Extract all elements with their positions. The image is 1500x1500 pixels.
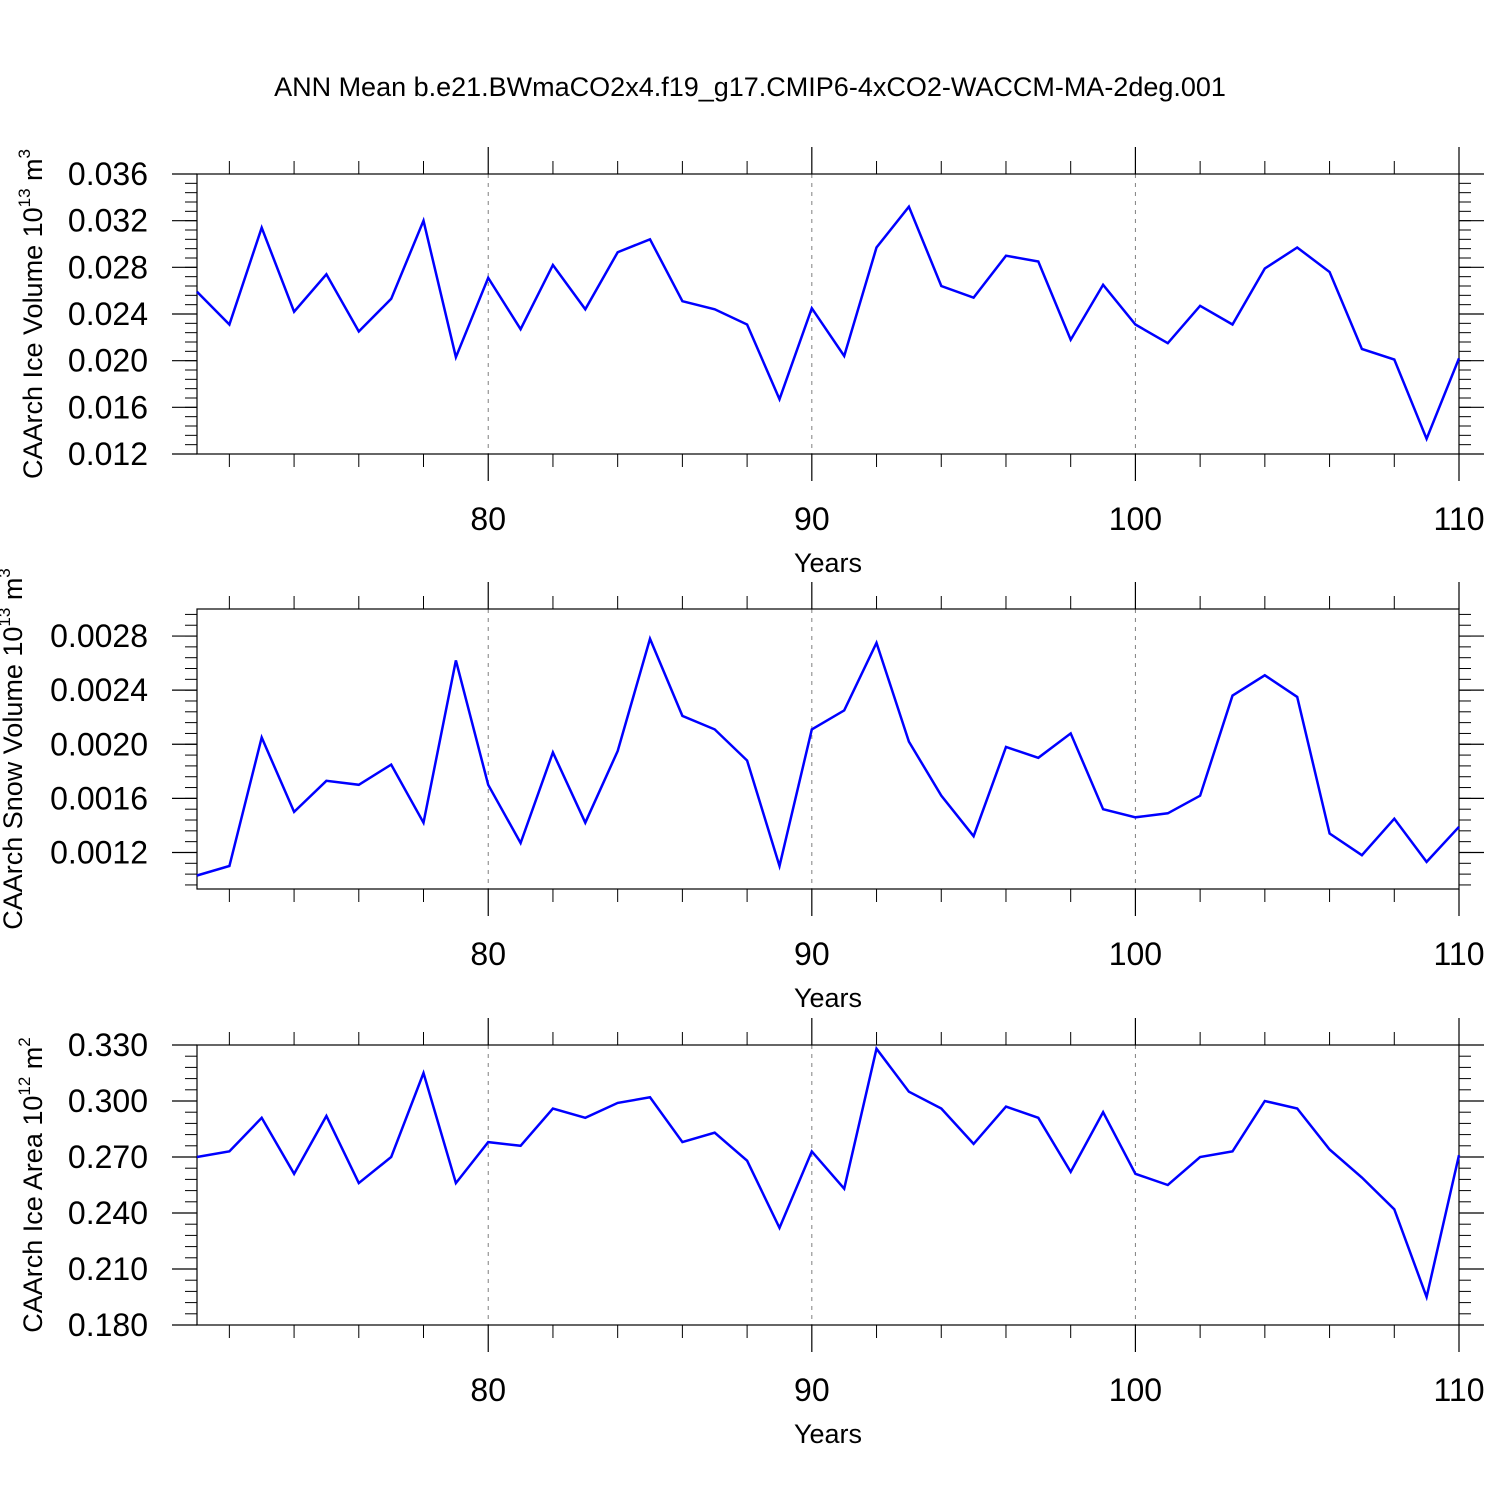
y-tick-label: 0.330 bbox=[68, 1027, 148, 1063]
plot-frame bbox=[196, 608, 1460, 890]
y-tick-label: 0.0020 bbox=[50, 726, 148, 762]
y-tick-label: 0.028 bbox=[68, 249, 148, 285]
panel-2: 80 90 100 110 0.0012 0.0016 0.0020 0.0024 0.0028… bbox=[0, 568, 1485, 1013]
x-tick-label: 80 bbox=[470, 501, 506, 537]
y-tick-label: 0.180 bbox=[68, 1307, 148, 1343]
series-line bbox=[196, 204, 1461, 443]
x-tick-label: 100 bbox=[1109, 1372, 1162, 1408]
y-tick-label: 0.020 bbox=[68, 343, 148, 379]
x-axis-label: Years bbox=[794, 548, 862, 578]
y-tick-label: 0.0024 bbox=[50, 672, 148, 708]
x-tick-label: 90 bbox=[794, 1372, 830, 1408]
panel-1: 80 90 100 110 0.012 0.016 0.020 0.024 0.028 0.032… bbox=[15, 147, 1485, 578]
x-tick-label: 110 bbox=[1433, 1372, 1484, 1408]
plot-frame bbox=[196, 173, 1460, 455]
y-axis-label: CAArch Ice Volume 1013 m3 bbox=[15, 149, 48, 479]
x-axis-label: Years bbox=[794, 1419, 862, 1449]
y-tick-label: 0.0028 bbox=[50, 618, 148, 654]
y-tick-label: 0.300 bbox=[68, 1083, 148, 1119]
y-tick-label: 0.036 bbox=[68, 156, 148, 192]
x-tick-label: 80 bbox=[470, 1372, 506, 1408]
y-tick-label: 0.016 bbox=[68, 389, 148, 425]
x-tick-label: 100 bbox=[1109, 501, 1162, 537]
y-tick-label: 0.0012 bbox=[50, 834, 148, 870]
panel-3: 80 90 100 110 0.180 0.210 0.240 0.270 0.300 0.330… bbox=[15, 1018, 1485, 1449]
y-tick-label: 0.024 bbox=[68, 296, 148, 332]
y-tick-label: 0.012 bbox=[68, 436, 148, 472]
x-tick-label: 110 bbox=[1433, 501, 1484, 537]
y-tick-label: 0.240 bbox=[68, 1195, 148, 1231]
figure-title: ANN Mean b.e21.BWmaCO2x4.f19_g17.CMIP6-4… bbox=[274, 72, 1226, 102]
x-tick-label: 90 bbox=[794, 936, 830, 972]
y-axis-label: CAArch Ice Area 1012 m2 bbox=[15, 1037, 48, 1333]
x-tick-label: 110 bbox=[1433, 936, 1484, 972]
y-axis-label: CAArch Snow Volume 1013 m3 bbox=[0, 568, 28, 930]
y-tick-label: 0.210 bbox=[68, 1251, 148, 1287]
series-line bbox=[196, 635, 1460, 877]
y-tick-label: 0.270 bbox=[68, 1139, 148, 1175]
y-tick-label: 0.032 bbox=[68, 203, 148, 239]
x-tick-label: 100 bbox=[1109, 936, 1162, 972]
plot-frame bbox=[196, 1044, 1460, 1326]
x-tick-label: 80 bbox=[470, 936, 506, 972]
series-line bbox=[196, 1045, 1461, 1302]
x-tick-label: 90 bbox=[794, 501, 830, 537]
y-tick-label: 0.0016 bbox=[50, 780, 148, 816]
x-axis-label: Years bbox=[794, 983, 862, 1013]
